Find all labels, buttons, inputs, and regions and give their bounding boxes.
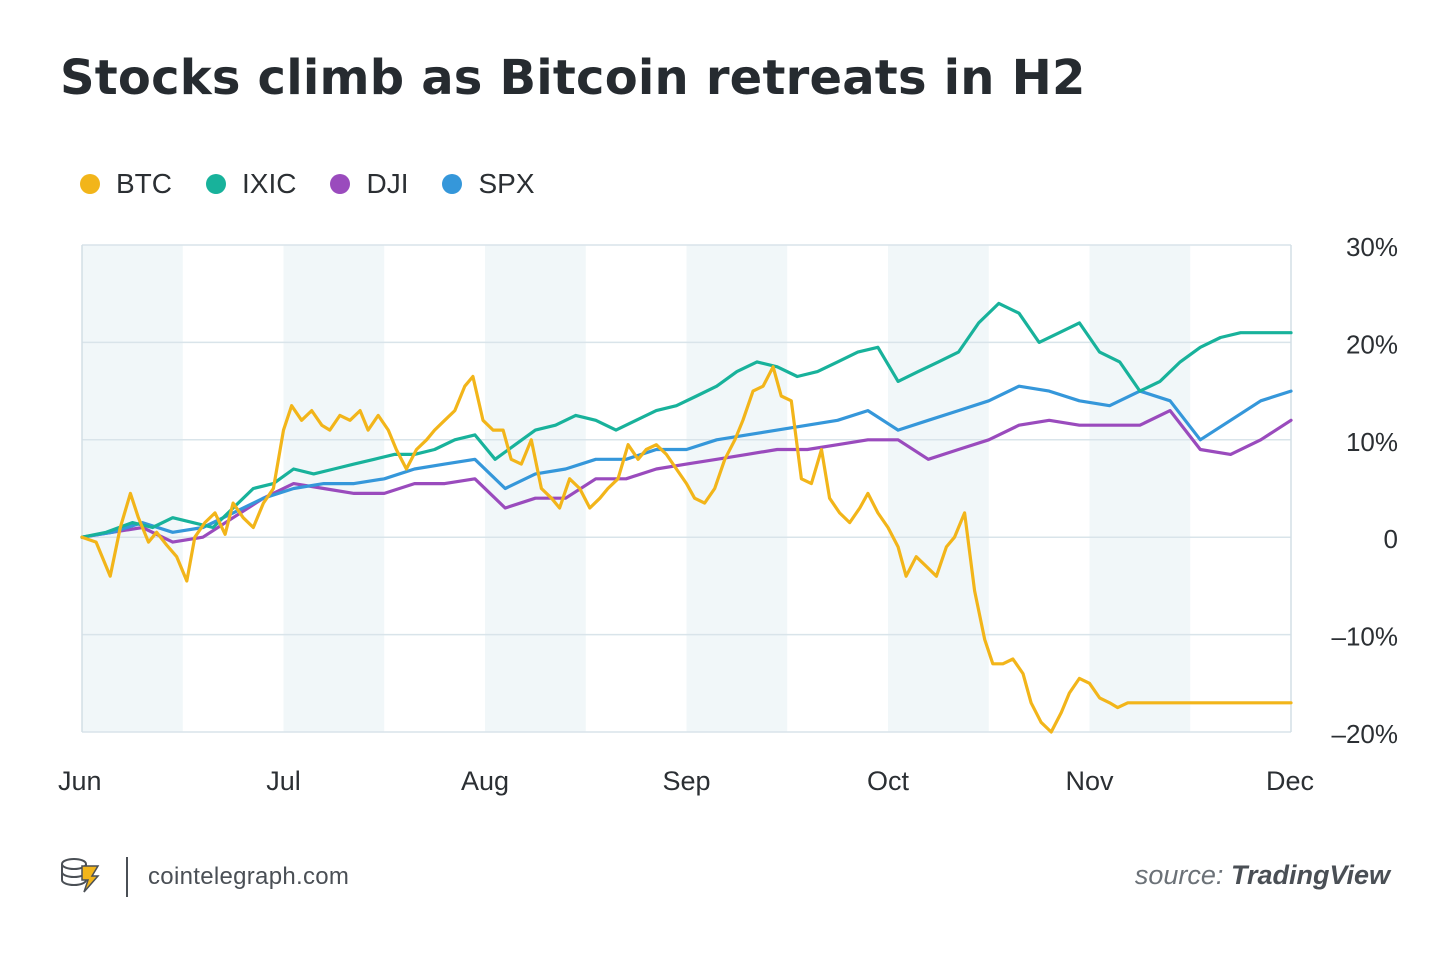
y-tick-label: –20% (1332, 719, 1399, 749)
series-line-btc (80, 365, 1293, 734)
x-tick-label: Jun (58, 766, 102, 796)
series-line-spx (80, 384, 1293, 539)
footer-site: cointelegraph.com (148, 862, 350, 890)
series-line-dji (80, 409, 1293, 544)
y-tick-label: –10% (1332, 622, 1399, 652)
legend-marker-ixic (206, 174, 226, 194)
legend-marker-spx (442, 174, 463, 194)
legend-item-dji: DJI (330, 168, 408, 200)
legend-item-btc: BTC (80, 168, 172, 200)
source-prefix: source: (1134, 860, 1224, 890)
x-tick-label: Oct (867, 766, 910, 796)
x-tick-label: Dec (1266, 766, 1314, 796)
legend-marker-dji (330, 174, 351, 194)
legend-marker-btc (80, 174, 100, 194)
legend: BTC IXIC DJI SPX (80, 168, 569, 200)
shaded-band (1089, 245, 1191, 732)
footer-source: source: TradingView (1135, 860, 1390, 891)
legend-label-spx: SPX (478, 168, 535, 199)
x-tick-label: Sep (662, 766, 710, 796)
shaded-band (686, 245, 788, 732)
x-tick-label: Aug (461, 766, 509, 796)
legend-label-btc: BTC (116, 168, 172, 199)
shaded-band (485, 245, 586, 732)
shaded-band (888, 245, 989, 732)
x-tick-label: Nov (1065, 766, 1114, 796)
x-tick-label: Jul (266, 766, 301, 796)
y-tick-label: 10% (1346, 427, 1398, 457)
legend-label-dji: DJI (366, 168, 409, 199)
cointelegraph-logo-icon (58, 852, 102, 901)
source-name: TradingView (1230, 860, 1390, 890)
legend-label-ixic: IXIC (242, 168, 297, 199)
chart-title: Stocks climb as Bitcoin retreats in H2 (60, 50, 1086, 106)
legend-item-ixic: IXIC (206, 168, 296, 200)
footer-brand: cointelegraph.com (58, 852, 349, 901)
y-tick-label: 0 (1384, 524, 1398, 554)
footer-divider (126, 856, 128, 897)
series-line-ixic (80, 301, 1293, 539)
y-tick-label: 30% (1346, 232, 1398, 262)
y-tick-label: 20% (1346, 329, 1398, 359)
shaded-band (82, 245, 183, 732)
legend-item-spx: SPX (442, 168, 535, 200)
